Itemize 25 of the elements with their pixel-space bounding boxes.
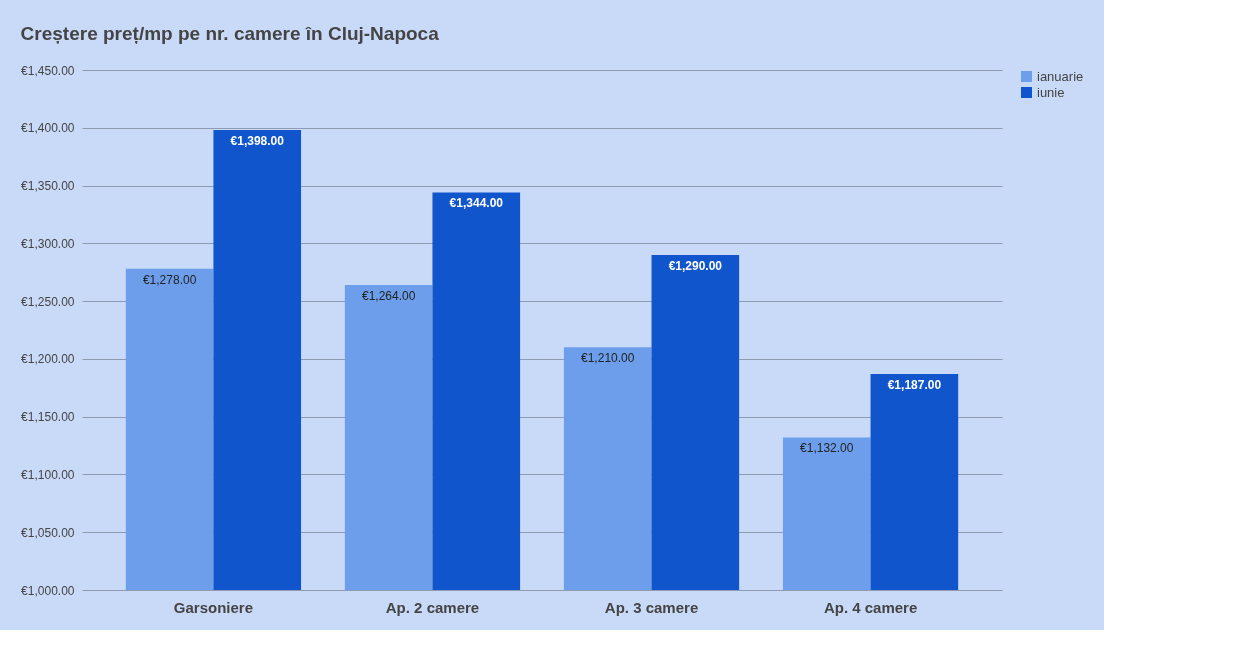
y-tick-label: €1,450.00 [21,63,75,78]
x-tick-label: Ap. 4 camere [823,598,918,616]
y-tick-label: €1,150.00 [21,410,75,425]
chart-title: Creștere preț/mp pe nr. camere în Cluj-Napoca [20,23,440,44]
data-label: €1,290.00 [668,258,723,273]
y-tick-label: €1,350.00 [21,179,75,194]
data-label: €1,187.00 [887,377,942,392]
y-tick-label: €1,300.00 [21,236,75,251]
data-label: €1,210.00 [581,351,635,366]
y-tick-label: €1,050.00 [21,525,75,540]
data-label: €1,398.00 [230,134,285,149]
data-label: €1,132.00 [800,441,854,456]
y-tick-label: €1,100.00 [21,467,75,482]
legend-label: iunie [1037,84,1065,100]
y-tick-label: €1,200.00 [21,352,75,367]
data-label: €1,344.00 [449,196,504,211]
data-label: €1,264.00 [361,288,416,303]
x-tick-label: Ap. 2 camere [385,598,480,616]
x-tick-label: Garsoniere [173,598,254,616]
legend-label: ianuarie [1037,68,1084,84]
x-tick-label: Ap. 3 camere [604,598,699,616]
data-label: €1,278.00 [142,272,197,287]
y-tick-label: €1,400.00 [21,121,75,136]
y-tick-label: €1,250.00 [21,294,75,309]
y-tick-label: €1,000.00 [21,583,75,598]
